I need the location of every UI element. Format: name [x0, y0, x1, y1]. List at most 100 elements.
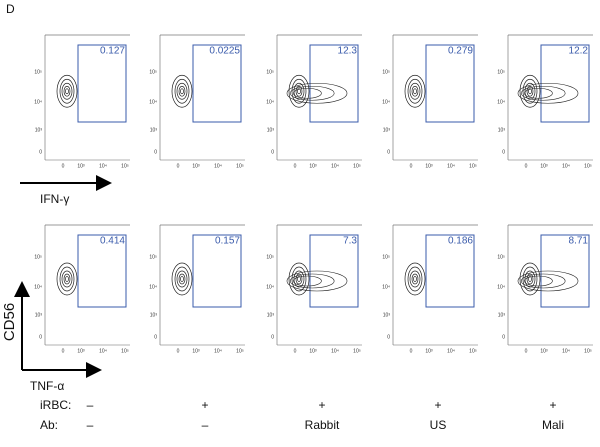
y-tick-label: 10⁵ — [382, 254, 390, 260]
x-tick-label: 10⁵ — [469, 348, 477, 354]
x-tick-label: 10⁵ — [584, 348, 592, 354]
gate — [425, 44, 475, 123]
condition-value: US — [430, 418, 447, 432]
contour — [171, 74, 193, 108]
y-tick-label: 10³ — [35, 312, 43, 318]
panel-label: D — [6, 2, 15, 16]
x-tick-label: 10⁴ — [214, 348, 222, 354]
x-tick-label: 10⁴ — [447, 163, 455, 169]
x-tick-label: 10³ — [77, 163, 85, 169]
contour — [407, 266, 423, 292]
contour — [522, 78, 538, 104]
x-tick-label: 10³ — [309, 348, 317, 354]
contour — [517, 270, 579, 292]
x-tick-label: 0 — [62, 348, 65, 354]
contour — [293, 275, 322, 287]
contour — [178, 273, 186, 285]
x-tick-label: 0 — [177, 348, 180, 354]
y-tick-label: 10⁴ — [266, 284, 274, 290]
contour — [407, 78, 423, 104]
gate — [425, 234, 475, 308]
contour — [519, 74, 541, 108]
contour — [291, 78, 307, 104]
y-tick-label: 10⁵ — [149, 69, 157, 75]
condition-value: + — [549, 398, 556, 412]
x-tick-label: 10³ — [309, 163, 317, 169]
x-tick-label: 10⁵ — [121, 163, 129, 169]
gate-value: 0.127 — [100, 46, 125, 57]
y-tick-label: 10⁵ — [497, 69, 505, 75]
x-tick-label: 10⁵ — [584, 163, 592, 169]
contour — [289, 273, 335, 289]
condition-value: + — [434, 398, 441, 412]
y-tick-label: 10⁴ — [34, 284, 42, 290]
x-tick-label: 10³ — [540, 163, 548, 169]
y-tick-label: 0 — [154, 334, 157, 340]
condition-value: – — [87, 398, 94, 412]
condition-label: Ab: — [40, 418, 58, 432]
contour — [176, 270, 188, 288]
x-tick-label: 0 — [294, 163, 297, 169]
contour — [286, 270, 348, 292]
condition-value: Mali — [542, 418, 564, 432]
contour — [528, 88, 532, 95]
contour — [522, 266, 538, 292]
x-tick-label: 10⁴ — [331, 163, 339, 169]
x-tick-label: 10³ — [425, 163, 433, 169]
y-tick-label: 10³ — [150, 127, 158, 133]
contour — [524, 270, 536, 288]
y-tick-label: 0 — [271, 334, 274, 340]
gate — [192, 234, 242, 308]
contour — [171, 262, 193, 296]
x-tick-label: 10⁵ — [469, 163, 477, 169]
contour — [61, 82, 73, 100]
contour — [288, 262, 310, 296]
gate-value: 0.0225 — [209, 46, 240, 57]
y-tick-label: 10⁵ — [382, 69, 390, 75]
y-tick-label: 10⁴ — [149, 284, 157, 290]
contour — [59, 78, 75, 104]
contour — [295, 273, 303, 285]
x-axis-label: TNF-α — [30, 379, 64, 393]
contour — [56, 262, 78, 296]
x-tick-label: 0 — [410, 163, 413, 169]
y-tick-label: 10³ — [498, 312, 506, 318]
x-tick-label: 0 — [294, 348, 297, 354]
x-tick-label: 10³ — [540, 348, 548, 354]
y-tick-label: 0 — [502, 334, 505, 340]
gate — [77, 234, 127, 308]
x-tick-label: 10⁴ — [562, 163, 570, 169]
contour — [526, 85, 534, 97]
contour — [63, 273, 71, 285]
contour — [524, 82, 536, 100]
condition-label: iRBC: — [40, 398, 71, 412]
contour — [295, 85, 303, 97]
y-tick-label: 10⁴ — [149, 99, 157, 105]
contour — [65, 88, 69, 95]
contour — [404, 74, 426, 108]
x-tick-label: 0 — [525, 348, 528, 354]
y-tick-label: 10³ — [267, 127, 275, 133]
x-axis-label: IFN-γ — [40, 192, 69, 206]
gate-value: 8.71 — [569, 236, 589, 247]
contour — [524, 275, 553, 287]
x-tick-label: 10⁴ — [331, 348, 339, 354]
y-tick-label: 10³ — [35, 127, 43, 133]
contour — [289, 85, 335, 101]
contour — [297, 88, 301, 95]
x-tick-label: 10³ — [192, 348, 200, 354]
y-tick-label: 10⁵ — [497, 254, 505, 260]
x-tick-label: 10⁵ — [236, 348, 244, 354]
contour — [56, 74, 78, 108]
y-tick-label: 10⁴ — [382, 284, 390, 290]
y-tick-label: 10⁵ — [266, 69, 274, 75]
y-tick-label: 10⁴ — [34, 99, 42, 105]
x-tick-label: 0 — [525, 163, 528, 169]
x-tick-label: 10⁵ — [353, 348, 361, 354]
y-tick-label: 10⁴ — [266, 99, 274, 105]
x-tick-label: 10³ — [77, 348, 85, 354]
contour — [291, 266, 307, 292]
y-tick-label: 0 — [271, 149, 274, 155]
contour — [520, 273, 566, 289]
contour — [413, 276, 417, 282]
